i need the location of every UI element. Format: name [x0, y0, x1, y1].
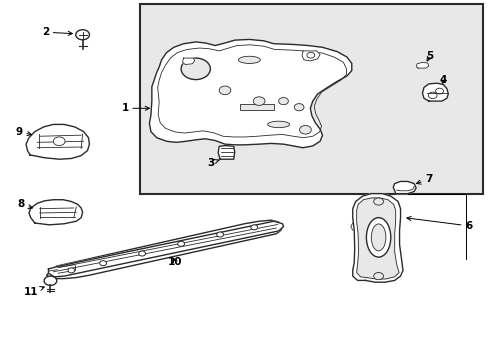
Text: 9: 9 — [16, 127, 31, 136]
Text: 10: 10 — [168, 257, 182, 267]
Circle shape — [216, 232, 223, 237]
Text: 11: 11 — [23, 287, 44, 297]
Text: 5: 5 — [426, 51, 432, 61]
Circle shape — [177, 241, 184, 246]
Text: 6: 6 — [406, 216, 471, 231]
Ellipse shape — [366, 218, 390, 257]
Circle shape — [373, 273, 383, 280]
Polygon shape — [356, 198, 398, 279]
Polygon shape — [392, 181, 415, 194]
Text: 8: 8 — [18, 199, 32, 210]
Circle shape — [219, 86, 230, 95]
Text: 7: 7 — [416, 174, 431, 184]
Polygon shape — [415, 62, 428, 68]
Polygon shape — [46, 220, 282, 279]
Polygon shape — [149, 40, 351, 148]
Polygon shape — [302, 51, 320, 61]
Circle shape — [181, 58, 210, 80]
Circle shape — [100, 261, 106, 266]
Polygon shape — [182, 58, 194, 64]
Circle shape — [373, 198, 383, 205]
Circle shape — [299, 126, 311, 134]
Circle shape — [53, 137, 65, 145]
Ellipse shape — [370, 224, 385, 251]
Text: 1: 1 — [121, 103, 149, 113]
Circle shape — [294, 104, 304, 111]
Circle shape — [253, 97, 264, 105]
Circle shape — [139, 251, 145, 256]
Circle shape — [44, 276, 57, 285]
Text: 4: 4 — [439, 75, 446, 85]
Text: 2: 2 — [42, 27, 72, 37]
Circle shape — [76, 30, 89, 40]
Polygon shape — [218, 145, 234, 159]
Ellipse shape — [267, 121, 289, 128]
Polygon shape — [29, 200, 82, 225]
Polygon shape — [48, 221, 283, 277]
Polygon shape — [26, 125, 89, 159]
Bar — [140, 4, 483, 194]
Circle shape — [68, 268, 75, 273]
Polygon shape — [422, 83, 447, 101]
Ellipse shape — [238, 56, 260, 63]
Text: 3: 3 — [207, 158, 219, 168]
Circle shape — [278, 98, 288, 105]
Circle shape — [250, 225, 257, 230]
Bar — [239, 104, 273, 110]
Polygon shape — [352, 194, 402, 282]
